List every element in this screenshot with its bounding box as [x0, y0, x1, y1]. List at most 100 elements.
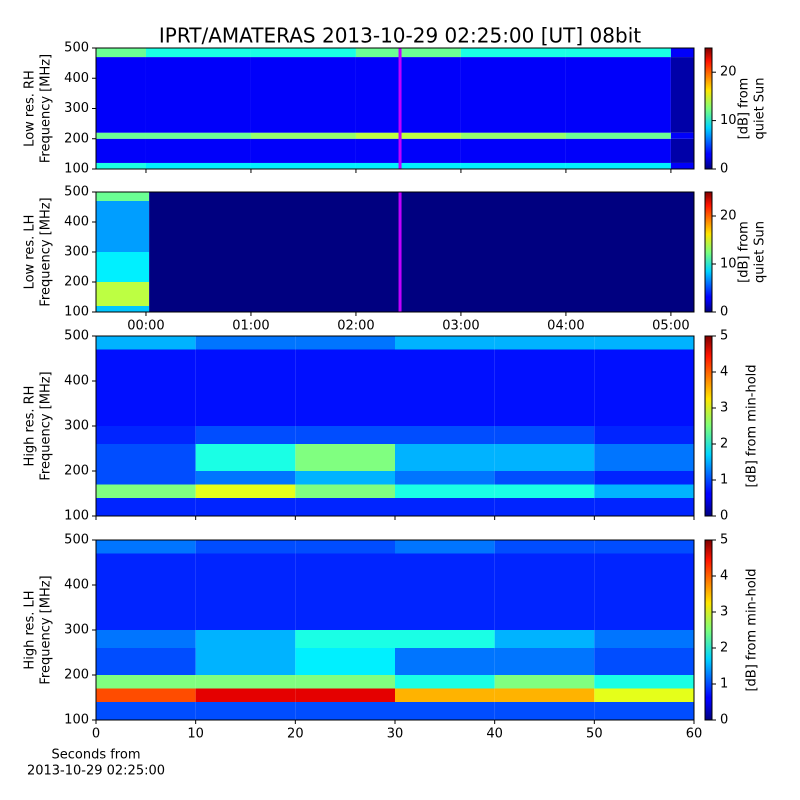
colorbar-tick-label: 10	[720, 257, 737, 272]
heatmap-cell	[295, 675, 395, 689]
heatmap-cell	[250, 48, 356, 58]
heatmap-cell	[670, 57, 694, 109]
colorbar-tick-label: 1	[720, 473, 728, 488]
x-tick-label: 60	[686, 727, 703, 742]
heatmap-cell	[670, 162, 694, 169]
heatmap-cell	[96, 471, 196, 485]
x-tick-label: 01:00	[232, 319, 269, 334]
heatmap-cell	[395, 444, 495, 471]
heatmap-cell	[460, 138, 566, 163]
heatmap-cell	[145, 162, 251, 169]
y-axis-label: Frequency [MHz]	[39, 54, 54, 163]
heatmap-cell	[295, 484, 395, 498]
figure-title: IPRT/AMATERAS 2013-10-29 02:25:00 [UT] 0…	[159, 24, 641, 48]
heatmap-cell	[460, 132, 566, 139]
heatmap-cell	[96, 336, 196, 350]
y-tick-label: 100	[64, 509, 89, 524]
heatmap-cell	[295, 336, 395, 350]
heatmap-cell	[250, 132, 356, 139]
heatmap-cell	[395, 349, 495, 426]
heatmap-cell	[250, 162, 356, 169]
heatmap-cell	[494, 648, 595, 675]
colorbar-tick-label: 10	[720, 113, 737, 128]
heatmap-cell	[295, 426, 395, 444]
heatmap-cell	[145, 57, 251, 109]
y-tick-label: 200	[64, 668, 89, 683]
heatmap-cell	[594, 484, 694, 498]
colorbar-tick-label: 5	[720, 533, 728, 548]
heatmap-cell	[96, 426, 196, 444]
heatmap-cell	[96, 132, 146, 139]
heatmap-cell	[195, 648, 296, 675]
x-tick-label: 05:00	[652, 319, 689, 334]
colorbar-tick-label: 0	[720, 713, 728, 728]
heatmap-cell	[395, 648, 495, 675]
heatmap-cell	[594, 426, 694, 444]
heatmap-cell	[395, 426, 495, 444]
colorbar-tick-label: 4	[720, 365, 728, 380]
heatmap-cell	[195, 349, 296, 426]
heatmap-cell	[195, 675, 296, 689]
colorbar-label: [dB] from min-hold	[745, 568, 760, 691]
heatmap-cell	[145, 48, 251, 58]
heatmap-cell	[96, 108, 146, 133]
heatmap-cell	[494, 553, 595, 630]
heatmap-cell	[670, 132, 694, 139]
y-axis-label: High res. RH	[23, 386, 38, 467]
heatmap-cell	[494, 675, 595, 689]
heatmap-cell	[195, 553, 296, 630]
colorbar-tick-label: 2	[720, 437, 728, 452]
heatmap-cell	[295, 688, 395, 702]
colorbar-tick-label: 5	[720, 329, 728, 344]
y-tick-label: 400	[64, 71, 89, 86]
heatmap-cell	[395, 702, 495, 720]
heatmap-cell	[145, 132, 251, 139]
heatmap-cell	[96, 252, 150, 276]
heatmap-cell	[565, 132, 671, 139]
heatmap-cell	[395, 675, 495, 689]
heatmap-cell	[96, 138, 146, 163]
heatmap-cell	[96, 630, 196, 648]
heatmap-cell	[195, 336, 296, 350]
x-tick-label: 40	[486, 727, 503, 742]
heatmap-cell	[195, 444, 296, 471]
heatmap-cell	[494, 540, 595, 554]
colorbar-tick-label: 3	[720, 605, 728, 620]
heatmap-cell	[460, 108, 566, 133]
heatmap-cell	[96, 282, 150, 306]
heatmap-cell	[96, 688, 196, 702]
heatmap-cell	[395, 553, 495, 630]
heatmap-cell	[149, 306, 694, 312]
heatmap-cell	[355, 132, 461, 139]
colorbar-tick-label: 4	[720, 569, 728, 584]
heatmap-cell	[594, 675, 694, 689]
heatmap-cell	[295, 553, 395, 630]
heatmap-cell	[96, 444, 196, 471]
heatmap-cell	[96, 57, 146, 109]
heatmap-cell	[355, 57, 461, 109]
heatmap-cell	[96, 484, 196, 498]
heatmap-cell	[494, 484, 595, 498]
y-tick-label: 200	[64, 464, 89, 479]
colorbar-tick-label: 0	[720, 162, 728, 177]
heatmap-cell	[96, 201, 150, 252]
heatmap-cell	[250, 108, 356, 133]
heatmap-cell	[594, 336, 694, 350]
colorbar-label: quiet Sun	[753, 77, 768, 139]
y-axis-label: Frequency [MHz]	[39, 371, 54, 480]
heatmap-cell	[565, 108, 671, 133]
y-axis-label: Frequency [MHz]	[39, 197, 54, 306]
colorbar-tick-label: 3	[720, 401, 728, 416]
colorbar	[704, 539, 713, 721]
colorbar-tick-label: 1	[720, 677, 728, 692]
heatmap-cell	[460, 162, 566, 169]
heatmap-cell	[355, 108, 461, 133]
y-tick-label: 100	[64, 162, 89, 177]
heatmap-cell	[96, 553, 196, 630]
heatmap-cell	[96, 675, 196, 689]
y-tick-label: 200	[64, 131, 89, 146]
colorbar-tick-label: 2	[720, 641, 728, 656]
heatmap-cell	[594, 349, 694, 426]
heatmap-cell	[670, 48, 694, 58]
heatmap-cell	[149, 201, 694, 252]
